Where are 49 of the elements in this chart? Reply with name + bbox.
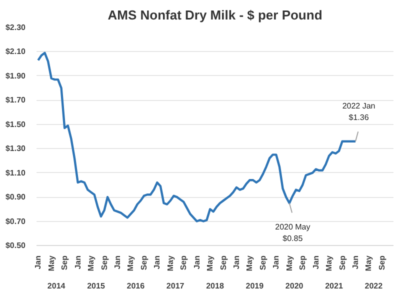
x-tick-label: Jan: [311, 255, 320, 270]
x-tick-label: Jan: [192, 255, 202, 270]
text: 2015: [87, 282, 106, 290]
x-tick-label: Sep: [338, 255, 347, 270]
y-tick-label: $0.50: [5, 241, 26, 250]
y-tick-label: $0.70: [5, 216, 26, 226]
x-tick-label: May: [206, 254, 215, 272]
x-tick-label: May: [46, 254, 56, 272]
annotation: 2020 May $0.85: [275, 222, 310, 244]
text: 2018: [206, 282, 224, 290]
y-tick-label: $1.30: [5, 144, 26, 154]
y-tick-label: $1.90: [5, 71, 26, 80]
x-tick-label: Jan: [350, 255, 360, 270]
x-tick-label: Sep: [218, 255, 228, 270]
x-tick-label: Sep: [100, 255, 109, 270]
x-tick-label: Jan: [34, 255, 43, 270]
x-tick-label: Sep: [258, 255, 268, 270]
x-tick-label: May: [324, 254, 334, 272]
x-tick-label: Jan: [232, 255, 241, 270]
text: 2021: [325, 282, 344, 290]
y-tick-label: $2.10: [5, 47, 26, 56]
y-tick-label: $1.50: [5, 120, 26, 129]
x-tick-label: Sep: [179, 255, 188, 270]
text: 2014: [47, 282, 66, 290]
x-tick-label: May: [364, 254, 374, 272]
x-tick-label: May: [284, 254, 294, 272]
text: 2019: [246, 282, 264, 290]
x-tick-label: Sep: [139, 255, 148, 270]
y-tick-label: $1.70: [5, 96, 26, 105]
x-tick-label: May: [86, 254, 96, 272]
x-tick-label: Jan: [152, 255, 162, 270]
annotation: 2022 Jan $1.36: [342, 101, 376, 122]
x-tick-label: Sep: [60, 255, 70, 270]
x-tick-label: Jan: [112, 255, 122, 270]
y-tick-label: $2.30: [5, 23, 26, 32]
text: 2017: [166, 282, 185, 290]
x-tick-label: Sep: [298, 255, 308, 270]
x-tick-label: Sep: [377, 255, 386, 270]
x-tick-label: May: [245, 254, 254, 272]
chart-title: AMS Nonfat Dry Milk - $ per Pound: [108, 8, 322, 22]
text: 2022: [364, 282, 384, 290]
y-tick-label: $1.10: [5, 168, 26, 178]
text: 2016: [126, 282, 146, 290]
x-tick-label: May: [166, 254, 175, 272]
x-tick-label: Jan: [73, 255, 82, 270]
text: 2020: [285, 282, 304, 290]
x-tick-label: May: [126, 254, 136, 272]
y-tick-label: $0.90: [5, 192, 26, 202]
x-tick-label: Jan: [272, 255, 281, 270]
